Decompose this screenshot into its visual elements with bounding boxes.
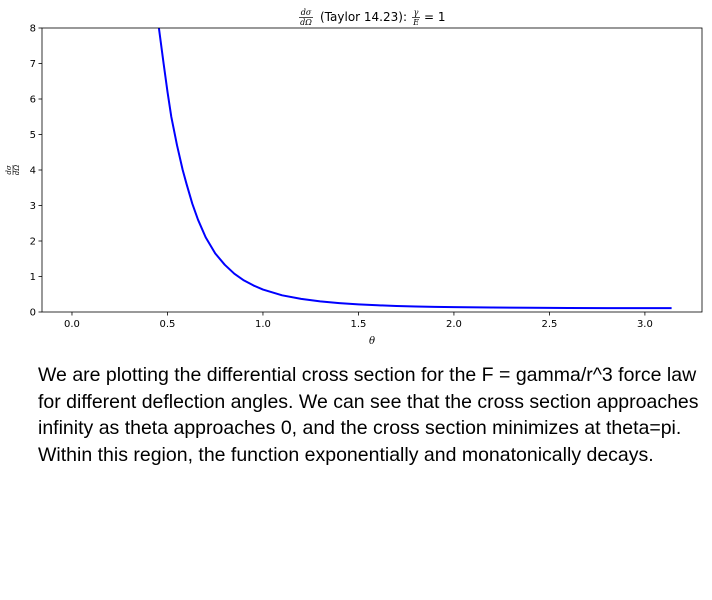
y-tick-label: 6: [30, 95, 36, 106]
title-ratio-numerator: γ: [414, 8, 419, 17]
chart-title: dσ dΩ (Taylor 14.23): γ E = 1: [299, 8, 446, 27]
x-tick-label: 1.5: [350, 319, 366, 330]
title-ratio-denominator: E: [412, 18, 419, 27]
x-tick-label: 1.0: [255, 319, 271, 330]
x-tick-label: 0.0: [64, 319, 80, 330]
x-tick-label: 2.0: [446, 319, 462, 330]
cross-section-chart: dσ dΩ (Taylor 14.23): γ E = 1 dσ dΩ θ 0.…: [5, 8, 703, 347]
y-tick-label: 1: [30, 272, 36, 283]
y-tick-label: 7: [30, 59, 36, 70]
caption-text: We are plotting the differential cross s…: [38, 364, 699, 466]
plot-frame: [41, 27, 703, 313]
y-axis-label: dσ dΩ: [5, 165, 21, 175]
axis-ticks: 0.0 0.5 1.0 1.5 2.0 2.5 3.0 0 1 2 3 4 5 6 7 8: [30, 24, 653, 331]
y-tick-label: 4: [30, 166, 36, 177]
x-tick-label: 3.0: [637, 319, 653, 330]
x-axis-label: θ: [369, 336, 375, 347]
y-tick-label: 3: [30, 201, 36, 212]
plot-series: [157, 27, 672, 310]
title-fraction-numerator: dσ: [301, 8, 312, 17]
series-line-0: [157, 27, 672, 310]
x-tick-label: 2.5: [541, 319, 557, 330]
title-text-suffix: = 1: [424, 10, 446, 24]
y-tick-label: 0: [30, 308, 36, 319]
y-tick-label: 8: [30, 24, 36, 35]
title-fraction-denominator: dΩ: [300, 18, 312, 27]
title-text-middle: (Taylor 14.23):: [320, 10, 407, 24]
x-tick-label: 0.5: [160, 319, 176, 330]
y-label-numerator: dσ: [5, 165, 13, 174]
y-tick-label: 2: [30, 237, 36, 248]
y-tick-label: 5: [30, 130, 36, 141]
y-label-denominator: dΩ: [13, 165, 21, 175]
